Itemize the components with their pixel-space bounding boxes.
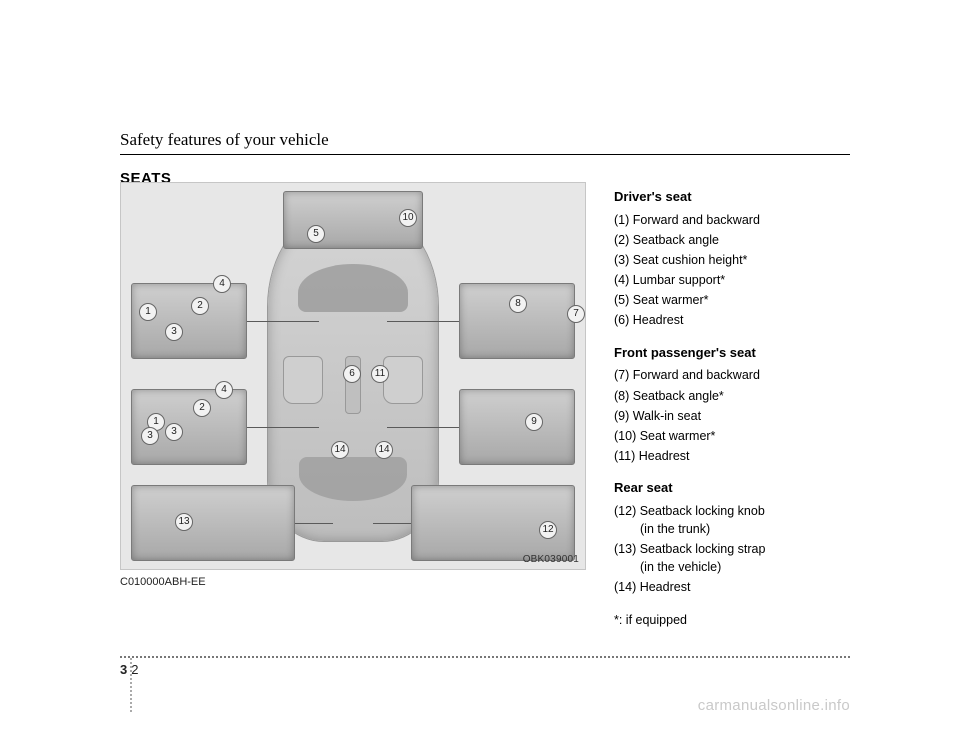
running-header: Safety features of your vehicle (120, 130, 850, 155)
callout-3: 3 (165, 323, 183, 341)
page-number: 2 (131, 662, 138, 677)
feature-item: (9) Walk-in seat (614, 407, 850, 425)
feature-item: (12) Seatback locking knob(in the trunk) (614, 502, 850, 538)
leader (387, 427, 459, 428)
callout-14: 14 (331, 441, 349, 459)
callout-8: 8 (509, 295, 527, 313)
feature-item: (1) Forward and backward (614, 211, 850, 229)
leader (387, 321, 459, 322)
feature-item: (11) Headrest (614, 447, 850, 465)
text-column: Driver's seat (1) Forward and backward (2)… (614, 182, 850, 629)
car-windshield (298, 264, 408, 312)
footer-numbers: 3 2 (120, 662, 138, 677)
callout-6: 6 (343, 365, 361, 383)
callout-3: 3 (141, 427, 159, 445)
callout-2: 2 (191, 297, 209, 315)
front-seat-left (283, 356, 323, 404)
thumb-left-3 (131, 485, 295, 561)
diagram-column: 12341233456789101112131414 OBK039001 C01… (120, 182, 590, 629)
chapter-number: 3 (120, 662, 127, 677)
group-title: Driver's seat (614, 188, 850, 207)
callout-2: 2 (193, 399, 211, 417)
callout-14: 14 (375, 441, 393, 459)
image-code-inside: OBK039001 (523, 554, 579, 565)
callout-1: 1 (139, 303, 157, 321)
feature-item: (4) Lumbar support* (614, 271, 850, 289)
front-seat-right (383, 356, 423, 404)
feature-item: (8) Seatback angle* (614, 387, 850, 405)
feature-item: (7) Forward and backward (614, 366, 850, 384)
feature-item: (13) Seatback locking strap(in the vehic… (614, 540, 850, 576)
feature-item: (10) Seat warmer* (614, 427, 850, 445)
callout-4: 4 (215, 381, 233, 399)
group-title: Front passenger's seat (614, 344, 850, 363)
callout-11: 11 (371, 365, 389, 383)
footnote: *: if equipped (614, 611, 850, 629)
feature-item: (5) Seat warmer* (614, 291, 850, 309)
feature-item-sub: (in the trunk) (614, 520, 850, 538)
callout-13: 13 (175, 513, 193, 531)
leader (295, 523, 333, 524)
callout-12: 12 (539, 521, 557, 539)
feature-item: (6) Headrest (614, 311, 850, 329)
callout-5: 5 (307, 225, 325, 243)
manual-page: Safety features of your vehicle SEATS (0, 0, 960, 742)
callout-4: 4 (213, 275, 231, 293)
car-rear-window (299, 457, 407, 501)
callout-10: 10 (399, 209, 417, 227)
callout-3: 3 (165, 423, 183, 441)
page-footer: 3 2 (120, 656, 850, 664)
thumb-left-1 (131, 283, 247, 359)
watermark: carmanualsonline.info (698, 697, 850, 714)
leader (247, 321, 319, 322)
leader (373, 523, 411, 524)
callout-7: 7 (567, 305, 585, 323)
callout-9: 9 (525, 413, 543, 431)
feature-item: (14) Headrest (614, 578, 850, 596)
thumb-right-2 (459, 389, 575, 465)
leader (247, 427, 319, 428)
feature-item: (3) Seat cushion height* (614, 251, 850, 269)
feature-item: (2) Seatback angle (614, 231, 850, 249)
seats-diagram: 12341233456789101112131414 OBK039001 (120, 182, 586, 570)
content-row: 12341233456789101112131414 OBK039001 C01… (120, 182, 850, 629)
running-title: Safety features of your vehicle (120, 130, 329, 149)
image-code-outside: C010000ABH-EE (120, 576, 590, 588)
feature-item-sub: (in the vehicle) (614, 558, 850, 576)
group-title: Rear seat (614, 479, 850, 498)
